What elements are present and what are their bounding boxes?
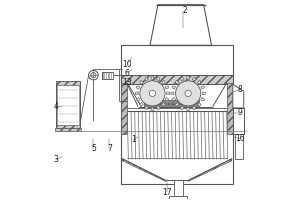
Polygon shape	[136, 86, 140, 89]
Polygon shape	[150, 5, 212, 45]
Polygon shape	[167, 92, 170, 95]
Text: 7: 7	[107, 144, 112, 153]
Polygon shape	[157, 106, 160, 110]
Circle shape	[185, 90, 191, 96]
Polygon shape	[122, 159, 166, 181]
Polygon shape	[197, 80, 201, 84]
Polygon shape	[175, 80, 179, 84]
Polygon shape	[187, 108, 190, 111]
Bar	[121, 75, 233, 84]
Polygon shape	[192, 106, 196, 110]
Text: 3: 3	[53, 155, 58, 164]
Polygon shape	[187, 76, 190, 79]
Bar	[169, 196, 187, 199]
Polygon shape	[233, 84, 244, 108]
Polygon shape	[175, 102, 179, 106]
Bar	[55, 128, 82, 131]
Polygon shape	[233, 108, 244, 134]
Polygon shape	[145, 106, 148, 110]
Polygon shape	[181, 77, 184, 81]
Polygon shape	[197, 102, 201, 106]
Bar	[102, 72, 113, 79]
Polygon shape	[145, 77, 148, 81]
Polygon shape	[165, 86, 169, 89]
Text: 10: 10	[122, 60, 132, 69]
Text: 5: 5	[91, 144, 96, 153]
Polygon shape	[172, 86, 175, 89]
Text: 9: 9	[238, 108, 243, 117]
Polygon shape	[201, 97, 205, 101]
Text: 13: 13	[122, 78, 132, 87]
Polygon shape	[136, 97, 140, 101]
Polygon shape	[161, 102, 165, 106]
Bar	[121, 83, 127, 134]
Polygon shape	[157, 77, 160, 81]
Text: 4: 4	[53, 102, 58, 111]
Bar	[56, 81, 80, 128]
Polygon shape	[165, 97, 169, 101]
Bar	[121, 45, 233, 184]
Text: 1: 1	[131, 135, 136, 144]
Bar	[56, 81, 80, 85]
Bar	[57, 85, 79, 125]
Polygon shape	[140, 80, 143, 84]
Text: 17: 17	[162, 188, 172, 197]
Circle shape	[149, 90, 156, 96]
Polygon shape	[161, 80, 165, 84]
Polygon shape	[202, 92, 206, 95]
Polygon shape	[171, 92, 174, 95]
Polygon shape	[151, 76, 154, 79]
Circle shape	[176, 81, 201, 106]
Bar	[174, 180, 183, 196]
Polygon shape	[140, 102, 143, 106]
Bar	[235, 134, 243, 159]
Text: 8: 8	[238, 85, 243, 94]
Circle shape	[140, 81, 165, 106]
Text: 2: 2	[182, 6, 187, 15]
Bar	[56, 125, 80, 128]
Text: 6: 6	[125, 69, 130, 78]
Polygon shape	[172, 97, 175, 101]
Polygon shape	[192, 77, 196, 81]
Polygon shape	[201, 86, 205, 89]
Circle shape	[91, 73, 96, 78]
Polygon shape	[151, 108, 154, 111]
Circle shape	[88, 70, 98, 80]
Bar	[227, 83, 233, 134]
Bar	[143, 100, 199, 107]
Polygon shape	[181, 106, 184, 110]
Text: 16: 16	[236, 134, 245, 143]
Polygon shape	[188, 159, 232, 181]
Polygon shape	[135, 92, 138, 95]
